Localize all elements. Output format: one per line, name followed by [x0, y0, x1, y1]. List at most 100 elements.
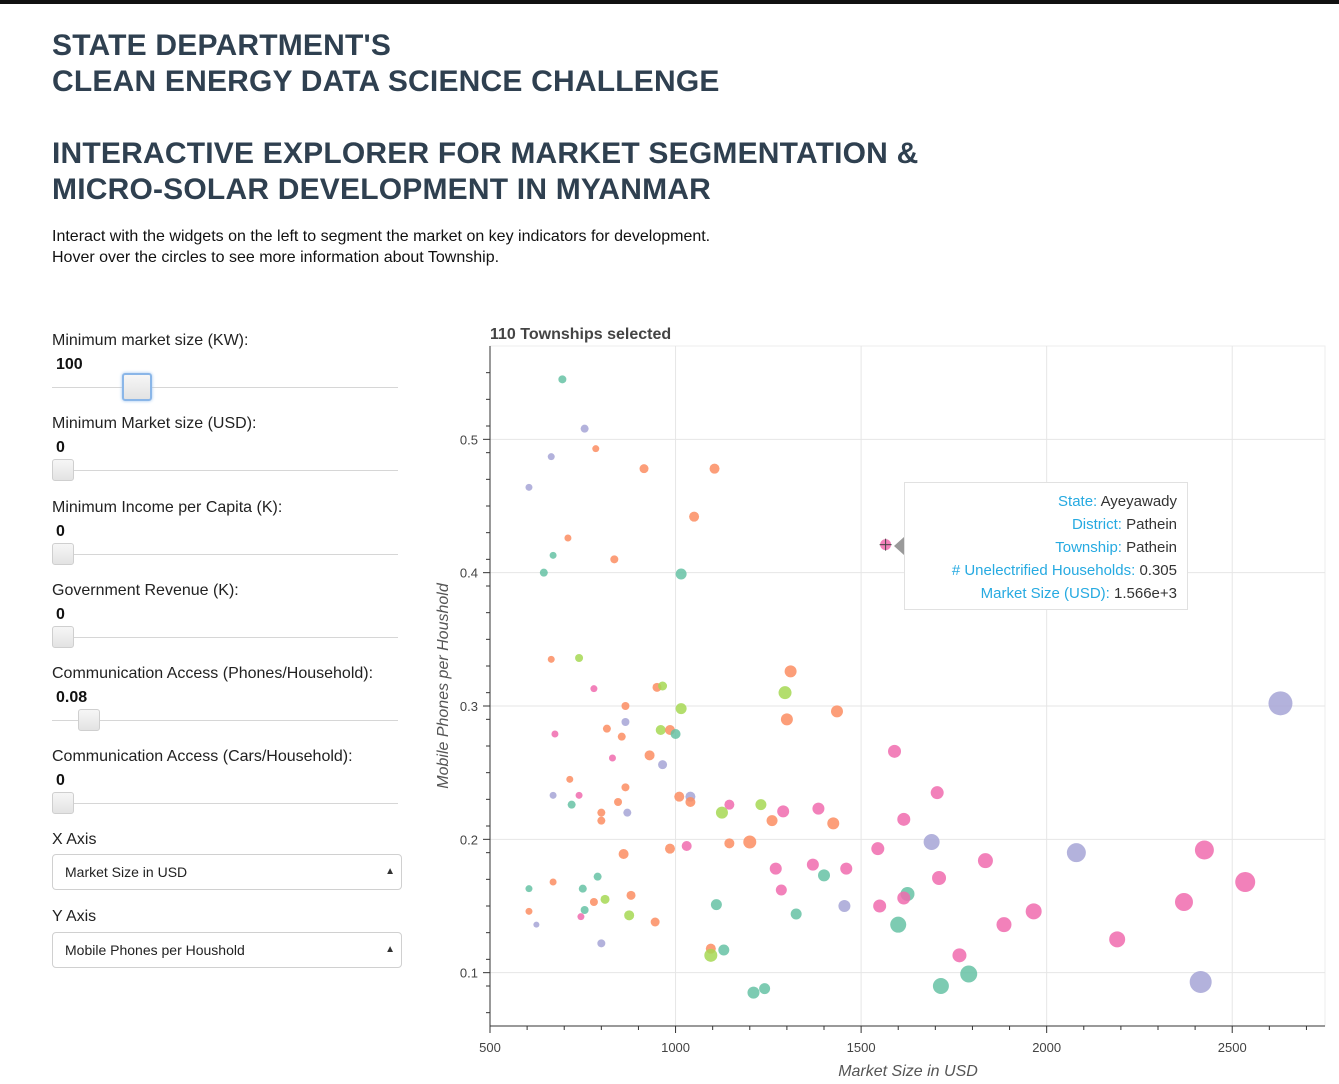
data-point	[952, 948, 967, 963]
data-point	[658, 681, 668, 691]
slider-handle[interactable]	[52, 792, 74, 814]
data-point	[718, 944, 730, 956]
data-point	[590, 685, 598, 693]
select-arrows-icon: ▲	[385, 944, 395, 955]
slider-track[interactable]	[52, 803, 398, 804]
data-point	[644, 750, 655, 761]
data-point	[840, 862, 853, 875]
tooltip-key: Market Size (USD):	[980, 585, 1110, 602]
data-point	[977, 853, 993, 869]
data-point	[549, 878, 557, 886]
tooltip-key: District:	[1071, 516, 1122, 533]
y-axis-select[interactable]: Mobile Phones per Houshold ▲	[52, 932, 402, 968]
data-point	[564, 534, 572, 542]
slider-label: Minimum Market size (USD):	[52, 415, 257, 432]
slider-label: Communication Access (Phones/Household):	[52, 665, 374, 682]
data-point	[897, 812, 911, 826]
data-point	[614, 798, 623, 806]
data-point	[589, 898, 598, 906]
x-axis-select[interactable]: Market Size in USD ▲	[52, 854, 402, 890]
data-point	[724, 799, 735, 810]
slider-value: 0.08	[56, 689, 88, 706]
slider-min-market-size-kw: Minimum market size (KW): 100	[52, 332, 402, 401]
x-tick-label: 2500	[1218, 1040, 1247, 1055]
data-point	[547, 655, 555, 663]
slider-value: 0	[56, 523, 65, 540]
data-point	[890, 916, 907, 933]
data-point	[618, 849, 629, 859]
data-point	[1174, 893, 1193, 911]
data-point	[621, 783, 630, 792]
slider-track[interactable]	[52, 554, 398, 555]
slider-handle[interactable]	[52, 626, 74, 648]
tooltip-value: 0.305	[1139, 562, 1177, 579]
slider-track[interactable]	[52, 720, 398, 721]
tooltip-row-township: Township: Pathein	[1055, 539, 1177, 556]
slider-value: 0	[56, 439, 65, 456]
slider-track[interactable]	[52, 637, 398, 638]
slider-track[interactable]	[52, 470, 398, 471]
data-point	[932, 978, 949, 994]
y-tick-label: 0.4	[460, 566, 478, 581]
data-point	[675, 703, 687, 715]
data-point	[549, 791, 557, 799]
slider-handle[interactable]	[78, 709, 100, 731]
tooltip-value: Pathein	[1126, 539, 1177, 556]
x-tick-label: 500	[479, 1040, 501, 1055]
data-point	[621, 718, 630, 726]
tooltip-key: State:	[1058, 493, 1098, 510]
intro-text: Interact with the widgets on the left to…	[52, 226, 710, 268]
data-point	[566, 775, 574, 783]
data-point	[681, 841, 692, 851]
data-point	[525, 885, 533, 893]
data-point	[806, 858, 819, 871]
data-point	[932, 871, 947, 885]
data-point	[525, 483, 533, 491]
chart-title: 110 Townships selected	[490, 326, 671, 343]
slider-handle[interactable]	[52, 543, 74, 565]
y-tick-label: 0.5	[460, 432, 478, 447]
chart-axes: 500 1000 1500 2000 2500 0.1 0.2 0.3 0.4 0.5	[460, 346, 1325, 1055]
x-tick-label: 2000	[1032, 1040, 1061, 1055]
data-point	[577, 913, 585, 921]
data-point	[593, 872, 602, 881]
title-line-2: CLEAN ENERGY DATA SCIENCE CHALLENGE	[52, 65, 720, 98]
data-point	[818, 869, 830, 882]
tooltip-row-district: District: Pathein	[1072, 516, 1177, 533]
page-title: STATE DEPARTMENT'S CLEAN ENERGY DATA SCI…	[52, 28, 720, 100]
title-line-1: STATE DEPARTMENT'S	[52, 29, 392, 62]
data-point	[592, 445, 600, 453]
data-point	[790, 908, 802, 920]
slider-track[interactable]	[52, 387, 398, 388]
data-point	[655, 725, 666, 735]
data-point	[777, 805, 790, 818]
tooltip-arrow	[894, 537, 904, 555]
data-point	[724, 838, 735, 849]
data-point	[1066, 843, 1086, 863]
slider-handle[interactable]	[52, 459, 74, 481]
x-axis-label: Market Size in USD	[838, 1063, 978, 1080]
data-point	[759, 983, 771, 995]
tooltip-key: # Unelectrified Households:	[951, 562, 1136, 579]
data-point	[525, 907, 533, 915]
slider-label: Minimum Income per Capita (K):	[52, 499, 283, 516]
slider-handle[interactable]	[122, 373, 152, 401]
data-point	[602, 724, 611, 733]
data-point	[812, 802, 825, 815]
scatter-chart: 110 Townships selected 500 1000 1500 2000 25…	[435, 326, 1326, 1080]
data-point	[747, 986, 760, 999]
data-point	[755, 799, 767, 811]
tooltip-row-unelectrified: # Unelectrified Households: 0.305	[952, 562, 1177, 579]
hover-tooltip: State: Ayeyawady District: Pathein Towns…	[904, 482, 1188, 610]
slider-label: Government Revenue (K):	[52, 582, 239, 599]
top-border	[0, 0, 1339, 4]
data-point	[670, 729, 681, 739]
data-point	[575, 654, 584, 662]
slider-cars-per-household: Communication Access (Cars/Household): 0	[52, 748, 402, 814]
x-tick-label: 1000	[661, 1040, 690, 1055]
data-point	[1235, 872, 1256, 892]
slider-value: 100	[56, 356, 83, 373]
data-point	[675, 568, 687, 580]
data-point	[715, 806, 728, 819]
data-point	[549, 551, 557, 559]
